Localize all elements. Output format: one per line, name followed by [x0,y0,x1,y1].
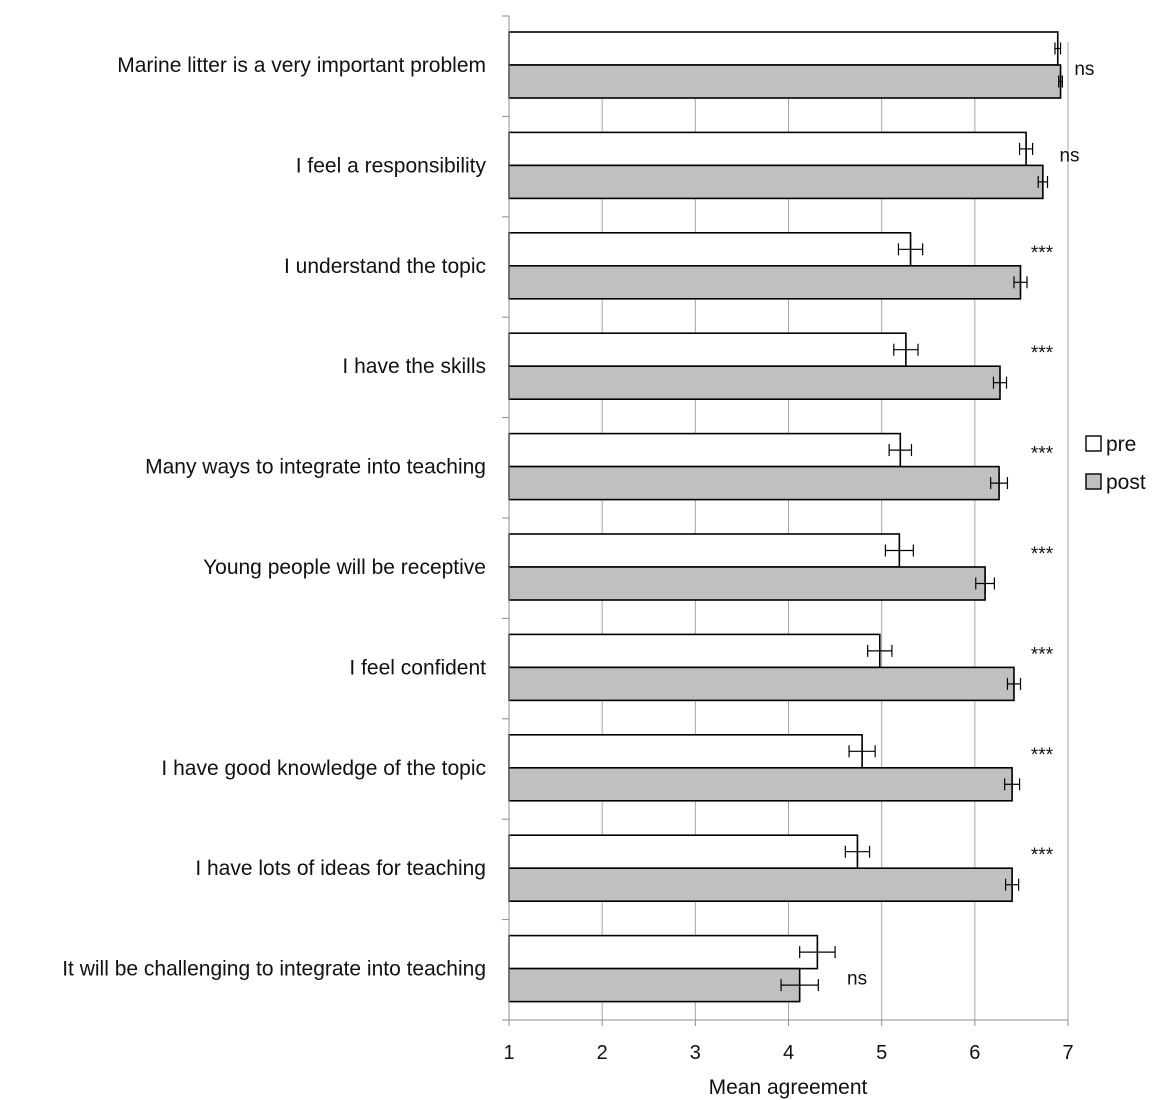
bar-pre [508,934,819,970]
bar-post [508,867,1013,903]
category-label: Marine litter is a very important proble… [117,54,486,77]
category-label: I have the skills [342,355,486,378]
x-tick-label: 2 [597,1042,608,1064]
bar-pre [508,733,863,769]
bar-post [508,164,1044,200]
x-tick-label: 3 [690,1042,701,1064]
x-tick-label: 1 [503,1042,514,1064]
x-tick-label: 4 [783,1042,794,1064]
bar-pre [508,533,901,568]
bar-pre [508,432,902,468]
bar-pre [508,332,907,368]
significance-label: ns [847,969,867,990]
category-label: It will be challenging to integrate into… [62,958,486,981]
bar-post [508,64,1062,99]
significance-label: *** [1031,444,1054,465]
x-tick-label: 7 [1062,1042,1073,1064]
significance-label: *** [1031,644,1054,665]
bar-pre [508,232,912,267]
category-label: Young people will be receptive [203,556,486,579]
significance-label: ns [1059,145,1079,166]
category-labels: Marine litter is a very important proble… [62,54,486,981]
significance-label: *** [1031,343,1054,364]
significance-label: *** [1031,243,1054,264]
x-tick-label: 6 [969,1042,980,1064]
bar-pre [508,131,1027,167]
bar-post [508,264,1022,300]
category-label: I have lots of ideas for teaching [195,857,486,880]
bar-pre [508,834,859,870]
significance-label: *** [1031,544,1054,565]
bar-pre [508,31,1059,66]
legend-swatch-pre [1085,435,1102,452]
category-label: I feel confident [349,656,486,679]
legend: pre post [1085,433,1146,494]
axes: 1 2 3 4 5 6 7 [502,15,1074,1064]
significance-label: ns [1074,59,1094,80]
category-label: Many ways to integrate into teaching [145,456,486,479]
bar-post [508,666,1015,702]
bar-post [508,766,1013,802]
bar-post [508,566,986,601]
legend-label-pre: pre [1106,433,1136,456]
bars [508,31,1064,1003]
significance-labels: ns ns *** *** *** *** *** *** *** ns [847,59,1094,990]
x-axis-title: Mean agreement [709,1076,868,1099]
legend-swatch-post [1085,473,1102,490]
significance-label: *** [1031,845,1054,866]
x-tick-label: 5 [876,1042,887,1064]
category-label: I have good knowledge of the topic [161,757,486,780]
bar-post [508,365,1001,401]
bar-post [508,967,801,1003]
category-label: I understand the topic [284,255,486,278]
bar-post [508,465,1000,501]
legend-label-post: post [1106,471,1146,494]
bar-pre [508,633,881,669]
significance-label: *** [1031,745,1054,766]
category-label: I feel a responsibility [296,154,487,177]
